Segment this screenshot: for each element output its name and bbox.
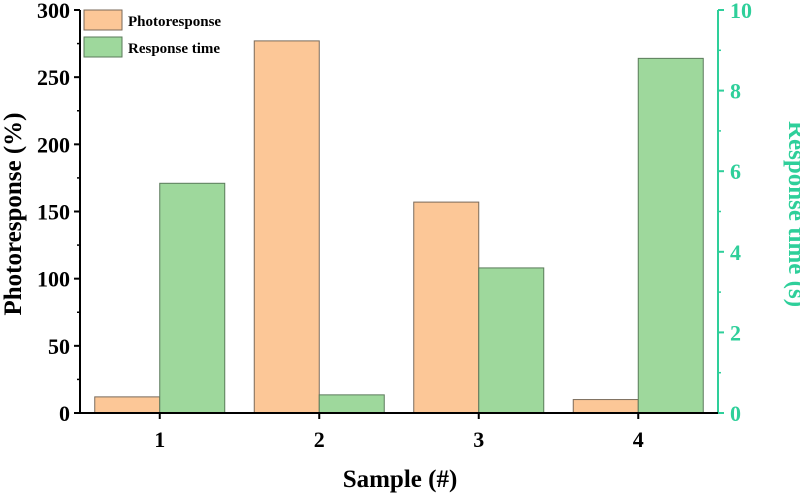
right-tick-label-4: 4 xyxy=(730,240,741,265)
left-y-axis-ticks: 0 50 100 150 200 250 300 xyxy=(37,0,80,426)
x-tick-label-2: 2 xyxy=(314,427,325,452)
legend-label-response-time: Response time xyxy=(128,41,220,57)
x-axis-ticks: 1 2 3 4 xyxy=(154,413,644,452)
legend-swatch-response-time xyxy=(83,36,123,58)
right-tick-label-0: 0 xyxy=(730,401,741,426)
bar-response-time-3 xyxy=(478,267,545,414)
x-tick-label-3: 3 xyxy=(473,427,484,452)
right-tick-label-2: 2 xyxy=(730,320,741,345)
right-y-axis-title: Response time (s) xyxy=(783,121,800,307)
right-tick-label-8: 8 xyxy=(730,79,741,104)
left-tick-label-100: 100 xyxy=(37,267,70,292)
bar-response-time-2 xyxy=(318,394,385,414)
left-tick-label-200: 200 xyxy=(37,132,70,157)
bars-layer xyxy=(94,40,704,414)
x-tick-label-4: 4 xyxy=(633,427,644,452)
bar-photoresponse-4 xyxy=(572,399,639,414)
legend-swatch-photoresponse xyxy=(83,9,123,31)
right-y-axis-ticks: 0 2 4 6 8 10 xyxy=(718,0,752,426)
left-tick-label-50: 50 xyxy=(48,334,70,359)
left-tick-label-150: 150 xyxy=(37,200,70,225)
left-tick-label-250: 250 xyxy=(37,65,70,90)
bar-response-time-4 xyxy=(637,57,704,414)
right-tick-label-6: 6 xyxy=(730,159,741,184)
x-axis-title: Sample (#) xyxy=(343,466,458,493)
bar-photoresponse-2 xyxy=(253,40,320,414)
left-tick-label-300: 300 xyxy=(37,0,70,23)
left-tick-label-0: 0 xyxy=(59,401,70,426)
bar-response-time-1 xyxy=(159,182,226,414)
bar-photoresponse-3 xyxy=(413,201,480,414)
bar-photoresponse-1 xyxy=(94,396,161,414)
x-tick-label-1: 1 xyxy=(154,427,165,452)
left-y-axis-title: Photoresponse (%) xyxy=(0,112,27,315)
legend-label-photoresponse: Photoresponse xyxy=(128,14,221,30)
right-tick-label-10: 10 xyxy=(730,0,752,23)
legend: Photoresponse Response time xyxy=(83,9,221,58)
